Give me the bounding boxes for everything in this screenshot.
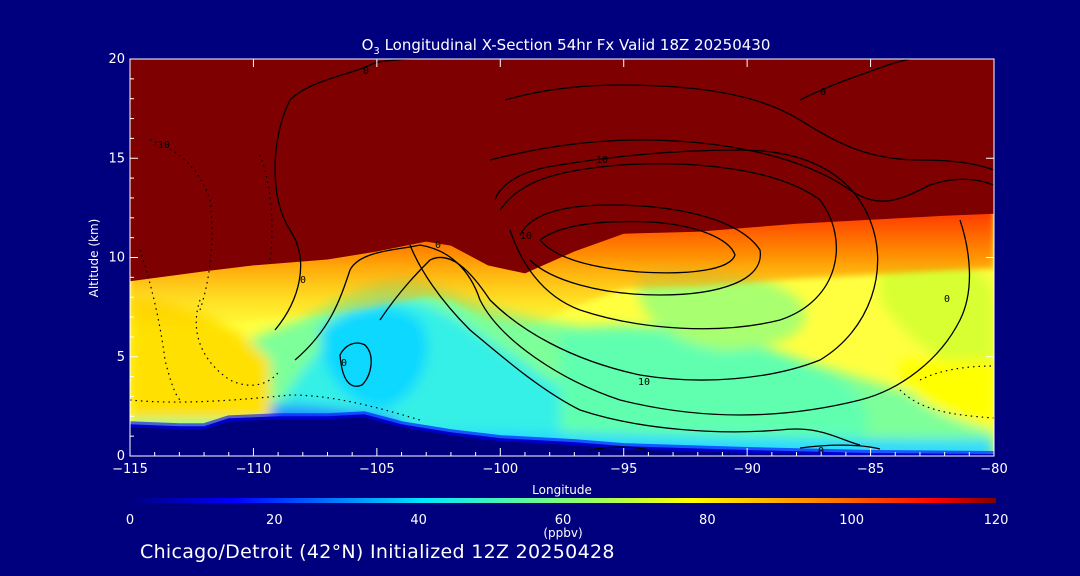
- contour-label: 0: [820, 87, 826, 98]
- colorbar-unit: (ppbv): [543, 526, 582, 540]
- contour-label: -10: [152, 140, 170, 151]
- colorbar: [130, 498, 996, 503]
- x-axis-label: Longitude: [532, 483, 592, 497]
- y-axis: 0 5 10 15 20: [108, 52, 994, 464]
- x-tick-label: −115: [112, 462, 148, 477]
- contour-label: 0: [300, 275, 306, 286]
- contour-lines: [274, 59, 994, 451]
- contour-label-group: 0 0 0 0 0 0 0 10 10 10 -10: [152, 66, 950, 457]
- footer-caption: Chicago/Detroit (42°N) Initialized 12Z 2…: [140, 541, 615, 563]
- colorbar-tick-label: 60: [555, 513, 572, 528]
- colorbar-tick-label: 40: [410, 513, 427, 528]
- y-tick-label: 0: [117, 449, 125, 464]
- colorbar-tick-label: 0: [126, 513, 134, 528]
- colorbar-tick-label: 120: [984, 513, 1009, 528]
- y-tick-label: 5: [117, 350, 125, 365]
- colorbar-tick-label: 80: [699, 513, 716, 528]
- x-tick-label: −80: [980, 462, 1007, 477]
- y-axis-label: Altitude (km): [87, 219, 101, 298]
- contour-label: 10: [596, 155, 608, 166]
- contour-label: 0: [818, 446, 824, 457]
- x-axis: −115 −110 −105 −100 −95 −90 −85 −80: [112, 59, 1008, 477]
- colorbar-tick-label: 20: [266, 513, 283, 528]
- contour-label: 0: [944, 294, 950, 305]
- x-tick-label: −85: [857, 462, 884, 477]
- x-tick-label: −100: [482, 462, 518, 477]
- x-tick-label: −95: [610, 462, 637, 477]
- contour-label: 10: [638, 377, 650, 388]
- contour-label: 0: [363, 66, 369, 77]
- y-tick-label: 20: [108, 52, 125, 67]
- y-tick-label: 15: [108, 151, 125, 166]
- ozone-field: 0 0 0 0 0 0 0 10 10 10 -10: [130, 59, 994, 457]
- contour-label: 0: [341, 358, 347, 369]
- negative-contours: [130, 139, 994, 421]
- x-tick-label: −110: [236, 462, 272, 477]
- colorbar-ticks: 0 20 40 60 80 100 120: [126, 513, 1009, 528]
- contour-label: 0: [435, 240, 441, 251]
- y-tick-label: 10: [108, 251, 125, 266]
- colorbar-tick-label: 100: [839, 513, 864, 528]
- x-tick-label: −90: [733, 462, 760, 477]
- contour-label: 10: [520, 231, 532, 242]
- x-tick-label: −105: [359, 462, 395, 477]
- chart-title: O3 Longitudinal X-Section 54hr Fx Valid …: [362, 36, 771, 57]
